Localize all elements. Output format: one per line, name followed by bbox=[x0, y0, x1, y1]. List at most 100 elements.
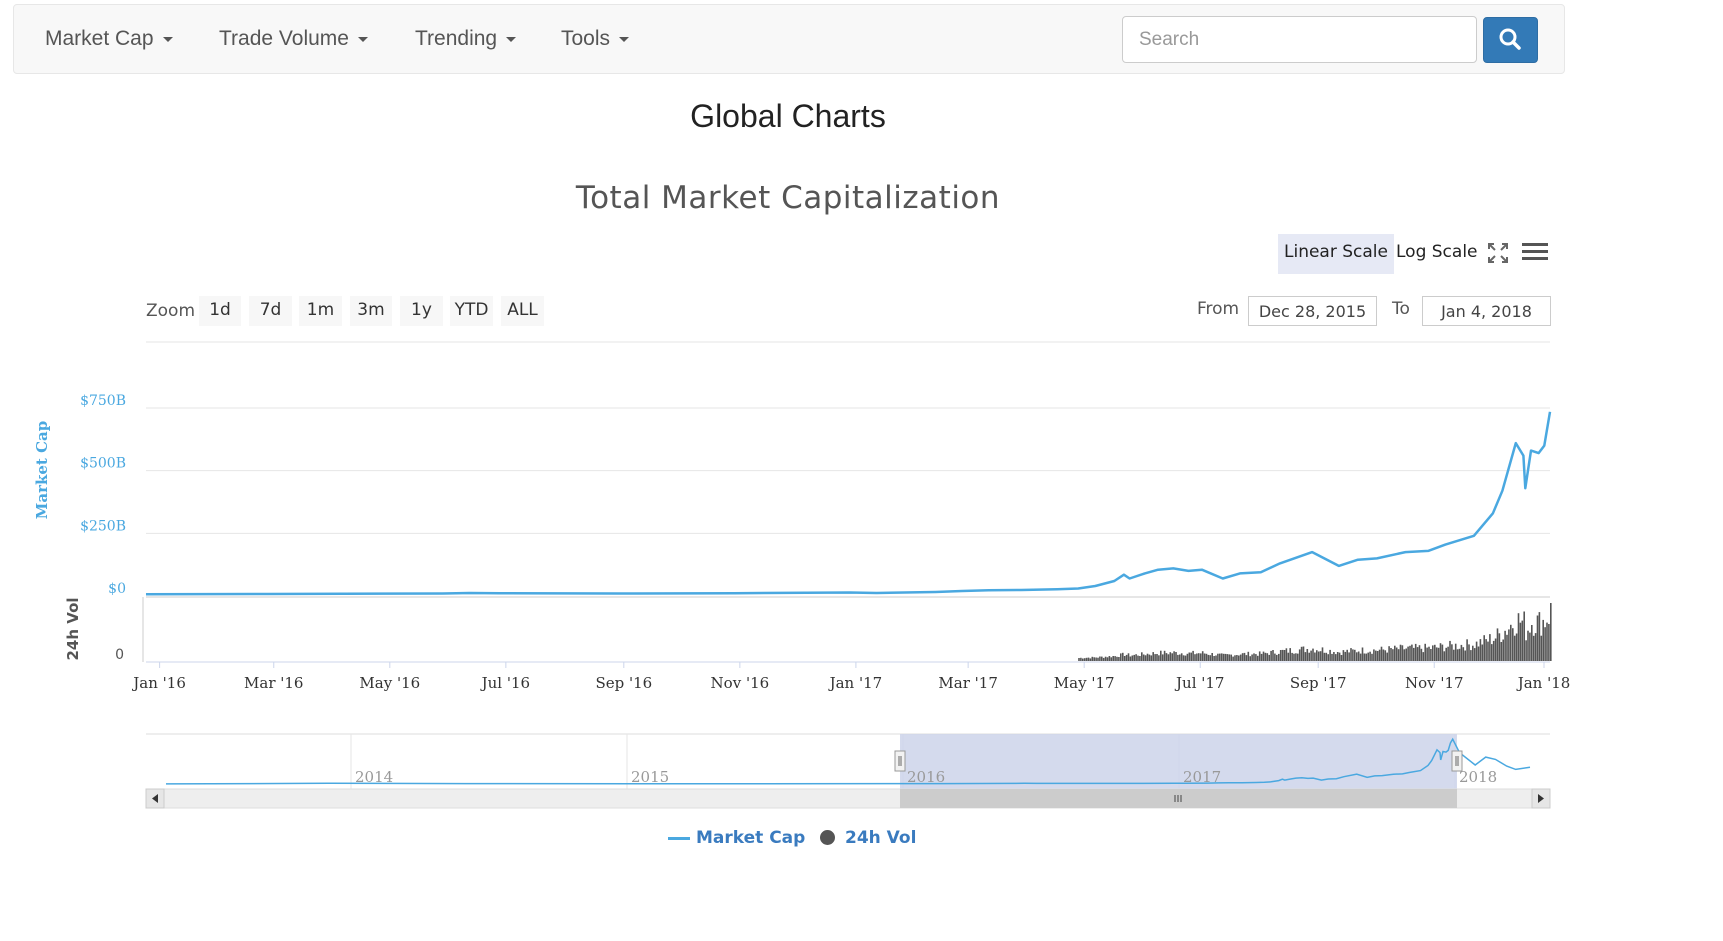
volume-bar bbox=[1460, 644, 1463, 661]
volume-bar bbox=[1550, 603, 1552, 661]
volume-bar bbox=[1167, 654, 1170, 661]
volume-bar bbox=[1169, 652, 1172, 661]
search-input[interactable] bbox=[1122, 16, 1477, 63]
fullscreen-icon[interactable] bbox=[1486, 241, 1510, 265]
linear-scale-button[interactable]: Linear Scale bbox=[1278, 234, 1394, 274]
navigator-year-label: 2018 bbox=[1459, 768, 1497, 786]
nav-market-cap[interactable]: Market Cap bbox=[45, 27, 173, 51]
log-scale-button[interactable]: Log Scale bbox=[1396, 242, 1478, 262]
volume-bar bbox=[1407, 646, 1409, 661]
volume-bar bbox=[1534, 633, 1537, 661]
navigator-handle-left[interactable] bbox=[894, 750, 906, 772]
legend-volume[interactable]: 24h Vol bbox=[820, 828, 916, 848]
navigator-handle-right[interactable] bbox=[1451, 750, 1463, 772]
volume-bar bbox=[1175, 652, 1177, 661]
volume-bar bbox=[1257, 655, 1259, 661]
volume-bar bbox=[1251, 654, 1253, 661]
volume-bar bbox=[1243, 652, 1246, 661]
volume-bar bbox=[1344, 651, 1347, 661]
volume-bar bbox=[1363, 653, 1366, 661]
volume-bar bbox=[1201, 651, 1204, 661]
market-cap-line bbox=[145, 411, 1552, 596]
volume-bar bbox=[1456, 649, 1459, 661]
volume-bar bbox=[1146, 653, 1149, 661]
scrollbar-grip-icon bbox=[1174, 795, 1182, 802]
volume-bar bbox=[1386, 652, 1388, 661]
x-tick-label: Jan '18 bbox=[1516, 674, 1571, 692]
volume-bar bbox=[1095, 657, 1097, 661]
volume-bar bbox=[1517, 613, 1520, 661]
volume-bar bbox=[1083, 658, 1086, 661]
x-tick-label: Mar '17 bbox=[938, 674, 997, 692]
to-label: To bbox=[1392, 299, 1410, 319]
volume-bar bbox=[1432, 645, 1434, 661]
menu-icon[interactable] bbox=[1521, 241, 1549, 263]
volume-bar bbox=[1483, 635, 1485, 661]
volume-bar bbox=[1144, 655, 1147, 661]
caret-down-icon bbox=[162, 36, 173, 42]
volume-bar bbox=[1492, 640, 1495, 661]
volume-bar bbox=[1127, 653, 1130, 661]
volume-bar bbox=[1397, 649, 1400, 661]
volume-bar bbox=[1390, 648, 1392, 661]
volume-bar bbox=[1207, 654, 1210, 661]
volume-bar bbox=[1135, 654, 1137, 661]
volume-bar bbox=[1510, 624, 1512, 661]
volume-bar bbox=[1470, 650, 1472, 661]
scroll-right-button[interactable] bbox=[1531, 788, 1551, 809]
nav-trending[interactable]: Trending bbox=[415, 27, 517, 51]
volume-bar bbox=[1118, 657, 1120, 661]
volume-bar bbox=[1205, 653, 1208, 661]
legend-dot-icon bbox=[820, 830, 835, 845]
volume-bar bbox=[1424, 643, 1426, 661]
navigator[interactable]: 2014 2015 2016 2017 2018 bbox=[145, 733, 1551, 809]
volume-bar bbox=[1540, 635, 1543, 661]
zoom-7d-button[interactable]: 7d bbox=[249, 296, 292, 326]
volume-bar bbox=[1131, 655, 1134, 661]
volume-bar bbox=[1405, 648, 1407, 661]
y-tick-label-volume: 0 bbox=[115, 647, 124, 663]
zoom-1d-button[interactable]: 1d bbox=[199, 296, 241, 326]
volume-bar bbox=[1211, 653, 1213, 661]
scroll-left-button[interactable] bbox=[145, 788, 165, 809]
zoom-1y-button[interactable]: 1y bbox=[400, 296, 443, 326]
volume-bar bbox=[1306, 649, 1309, 661]
volume-bar bbox=[1323, 652, 1326, 661]
volume-bar bbox=[1464, 650, 1466, 661]
search-button[interactable] bbox=[1483, 17, 1538, 63]
volume-bar bbox=[1264, 652, 1267, 661]
zoom-3m-button[interactable]: 3m bbox=[350, 296, 392, 326]
volume-bar bbox=[1152, 652, 1154, 661]
volume-bar bbox=[1529, 632, 1531, 661]
volume-bar bbox=[1380, 646, 1383, 661]
volume-bar bbox=[1451, 644, 1453, 661]
volume-bar bbox=[1394, 645, 1396, 661]
volume-bar bbox=[1506, 634, 1508, 661]
zoom-label: Zoom bbox=[146, 301, 196, 321]
nav-market-cap-label: Market Cap bbox=[45, 27, 154, 50]
volume-bar bbox=[1494, 638, 1497, 661]
nav-trade-volume[interactable]: Trade Volume bbox=[219, 27, 368, 51]
volume-bar bbox=[1357, 651, 1360, 661]
zoom-1m-button[interactable]: 1m bbox=[299, 296, 342, 326]
from-date-input[interactable] bbox=[1248, 296, 1377, 326]
x-tick-label: Jul '16 bbox=[480, 674, 530, 692]
caret-down-icon bbox=[619, 36, 630, 42]
legend-market-cap[interactable]: Market Cap bbox=[668, 828, 805, 848]
x-tick-label: Nov '16 bbox=[711, 674, 770, 692]
volume-bar bbox=[1082, 658, 1084, 661]
volume-bar bbox=[1087, 657, 1090, 661]
volume-bar bbox=[1179, 654, 1181, 661]
volume-bar bbox=[1283, 650, 1286, 661]
navigator-mask[interactable] bbox=[900, 734, 1457, 789]
zoom-ytd-button[interactable]: YTD bbox=[450, 296, 493, 326]
x-tick-label: May '16 bbox=[359, 674, 420, 692]
x-tick-label: Nov '17 bbox=[1405, 674, 1464, 692]
volume-bar bbox=[1236, 655, 1238, 661]
nav-tools[interactable]: Tools bbox=[561, 27, 630, 51]
to-date-input[interactable] bbox=[1422, 296, 1551, 326]
from-label: From bbox=[1197, 299, 1240, 319]
volume-bar bbox=[1502, 639, 1504, 661]
zoom-all-button[interactable]: ALL bbox=[501, 296, 544, 326]
volume-bar bbox=[1371, 653, 1373, 661]
